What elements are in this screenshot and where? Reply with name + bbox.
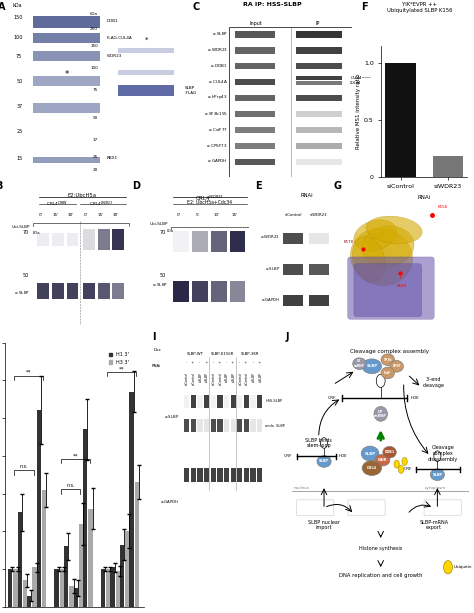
Text: 70: 70 (22, 230, 28, 235)
Text: 37: 37 (16, 104, 22, 109)
Text: $\alpha$-DDB1: $\alpha$-DDB1 (210, 62, 228, 69)
Bar (32, 567, 36, 607)
Text: Dox: Dox (154, 348, 161, 352)
Text: $\alpha$-SLBP: $\alpha$-SLBP (14, 289, 30, 295)
Text: F: F (361, 2, 368, 12)
Bar (120, 544, 124, 607)
Bar (129, 392, 134, 607)
Bar (89, 509, 93, 607)
Text: E2:UbcH5a: E2:UbcH5a (68, 193, 97, 199)
Text: $\alpha$-SLBP: $\alpha$-SLBP (164, 413, 179, 420)
Text: CRL4$^{WDR23}$: CRL4$^{WDR23}$ (89, 200, 114, 210)
Text: RNAi: RNAi (152, 364, 161, 368)
Bar (42, 490, 46, 607)
Text: **: ** (26, 370, 31, 375)
Text: $\alpha$-CPSF73: $\alpha$-CPSF73 (206, 142, 228, 148)
Text: $\alpha$-SF3b155: $\alpha$-SF3b155 (204, 110, 228, 116)
Text: n.s.: n.s. (66, 483, 74, 489)
Legend: H1 3', H3 3': H1 3', H3 3' (107, 350, 131, 367)
Text: A: A (0, 2, 5, 12)
Bar (110, 567, 115, 607)
Text: E: E (255, 181, 262, 191)
Text: kDa: kDa (13, 2, 22, 7)
Bar (8, 569, 12, 607)
Bar (135, 482, 139, 607)
Text: CRL4$^{CRBN}$: CRL4$^{CRBN}$ (46, 200, 68, 210)
Text: 15: 15 (16, 156, 22, 161)
Text: $\alpha$-SLBP: $\alpha$-SLBP (264, 265, 280, 272)
Text: C: C (192, 2, 200, 12)
Bar (60, 569, 64, 607)
Bar (83, 429, 87, 607)
Bar (23, 581, 27, 607)
Text: **: ** (119, 366, 124, 371)
Text: J: J (285, 332, 289, 342)
Text: kDa: kDa (32, 230, 40, 235)
Bar (125, 531, 129, 607)
Bar (100, 569, 105, 607)
Text: B: B (0, 181, 2, 191)
Text: 50: 50 (22, 273, 28, 278)
Text: $\alpha$-SLBP: $\alpha$-SLBP (152, 281, 168, 287)
Bar (73, 588, 78, 607)
Text: $\alpha$-GAPDH: $\alpha$-GAPDH (160, 498, 179, 504)
Bar (55, 569, 59, 607)
Text: CRL4$^{WDR23}$: CRL4$^{WDR23}$ (195, 193, 225, 203)
Bar (13, 569, 18, 607)
Text: Ubi-SLBP: Ubi-SLBP (11, 225, 30, 229)
Text: 50: 50 (16, 79, 22, 84)
Text: D: D (132, 181, 140, 191)
Text: RNAi: RNAi (300, 193, 313, 199)
Text: $\alpha$-CUL4A: $\alpha$-CUL4A (208, 78, 228, 85)
Text: RA IP: HSS-SLBP: RA IP: HSS-SLBP (243, 2, 301, 7)
Text: **: ** (73, 453, 78, 458)
Text: 50: 50 (160, 273, 166, 278)
Text: n.s.: n.s. (19, 465, 28, 470)
Bar (116, 571, 120, 607)
Text: G: G (334, 181, 342, 191)
Text: $\alpha$-SLBP: $\alpha$-SLBP (211, 30, 228, 37)
Bar (27, 596, 31, 607)
Text: E2: UbcH5a+Cdc34: E2: UbcH5a+Cdc34 (188, 200, 232, 205)
Text: 70: 70 (160, 230, 166, 235)
Text: Ubi-SLBP: Ubi-SLBP (150, 223, 168, 226)
Bar (36, 411, 41, 607)
Text: 75: 75 (16, 53, 22, 59)
Text: YIK*EVPR ++
Ubiquitylated SLBP K156: YIK*EVPR ++ Ubiquitylated SLBP K156 (387, 2, 452, 13)
Text: $\alpha$-WDR23: $\alpha$-WDR23 (260, 233, 280, 240)
Bar (69, 586, 73, 607)
Text: 150: 150 (13, 15, 22, 20)
Bar (18, 512, 22, 607)
Text: $\alpha$-hPrp43: $\alpha$-hPrp43 (207, 93, 228, 101)
Text: $\alpha$-GAPDH: $\alpha$-GAPDH (261, 297, 280, 303)
Text: $\alpha$-CstF77: $\alpha$-CstF77 (208, 126, 228, 132)
Bar (79, 524, 83, 607)
Bar (64, 546, 68, 607)
Text: 100: 100 (13, 35, 22, 40)
Text: $\alpha$-WDR23: $\alpha$-WDR23 (207, 46, 228, 53)
Text: I: I (152, 332, 155, 342)
Text: kDa: kDa (166, 229, 173, 232)
Text: $\alpha$-GAPDH: $\alpha$-GAPDH (207, 158, 228, 164)
Bar (106, 569, 110, 607)
Text: 25: 25 (16, 129, 22, 134)
